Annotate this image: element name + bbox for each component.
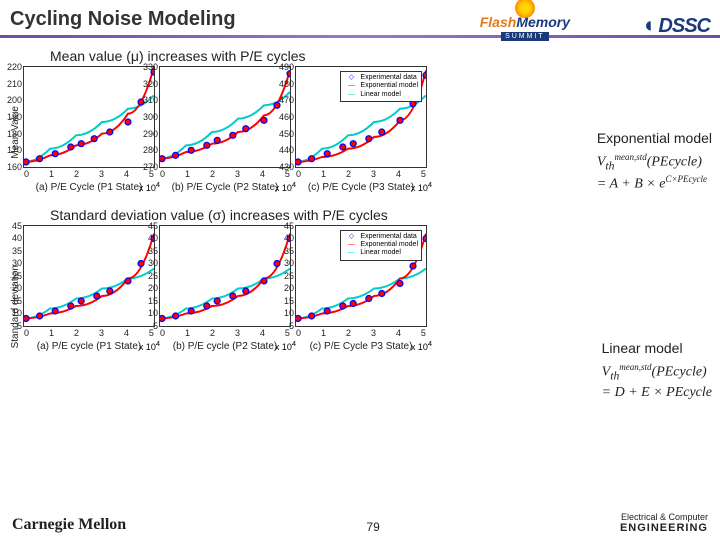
chart-xlabel: (b) P/E cycle (P2 State) (159, 341, 291, 352)
plot-area: 270280290300310320330012345x 104 (159, 66, 291, 168)
exponential-formula: Vthmean,std(PEcycle) = A + B × eC×PEcycl… (597, 152, 712, 193)
charts-container-1: 160170180190200210220012345x 104 (a) P/E … (21, 66, 429, 193)
flash-memory-summit-logo: FlashMemory SUMMIT (480, 2, 570, 41)
chart-legend: ◇Experimental data—Exponential model—Lin… (340, 230, 422, 261)
plot-area: 51015202530354045012345x 104 (159, 225, 291, 327)
plot-area: 51015202530354045012345x 104◇Experimenta… (295, 225, 427, 327)
chart-xlabel: (a) P/E Cycle (P1 State) (23, 182, 155, 193)
chart-xlabel: (a) P/E cycle (P1 State) (23, 341, 155, 352)
slide-header: Cycling Noise Modeling FlashMemory SUMMI… (0, 0, 720, 38)
plot-area: 51015202530354045012345x 104 (23, 225, 155, 327)
chart: 51015202530354045012345x 104◇Experimenta… (295, 225, 427, 352)
chart: 51015202530354045012345x 104 (b) P/E cycl… (159, 225, 291, 352)
chart-xlabel: (b) P/E Cycle (P2 State) (159, 182, 291, 193)
linear-formula: Vthmean,std(PEcycle) = D + E × PEcycle (602, 362, 712, 402)
page-number: 79 (366, 520, 379, 534)
slide-footer: Carnegie Mellon 79 Electrical & Computer… (0, 512, 720, 534)
exponential-model-box: Exponential model Vthmean,std(PEcycle) =… (597, 130, 712, 193)
chart-legend: ◇Experimental data—Exponential model—Lin… (340, 71, 422, 102)
chart-xlabel: (c) P/E Cycle (P3 State) (295, 182, 427, 193)
chart: 270280290300310320330012345x 104 (b) P/E … (159, 66, 291, 193)
linear-model-box: Linear model Vthmean,std(PEcycle) = D + … (602, 340, 712, 402)
ece-logo: Electrical & ComputerENGINEERING (620, 512, 708, 534)
carnegie-mellon-logo: Carnegie Mellon (12, 516, 126, 534)
exponential-model-label: Exponential model (597, 130, 712, 146)
slide-content: Mean value (μ) increases with P/E cycles… (0, 38, 720, 394)
chart: 430440450460470480490012345x 104◇Experim… (295, 66, 427, 193)
linear-model-label: Linear model (602, 340, 712, 356)
chart: 160170180190200210220012345x 104 (a) P/E … (23, 66, 155, 193)
charts-container-2: 51015202530354045012345x 104 (a) P/E cycl… (21, 225, 429, 352)
plot-area: 430440450460470480490012345x 104◇Experim… (295, 66, 427, 168)
slide-title: Cycling Noise Modeling (10, 8, 710, 31)
dssc-logo: DSSC (644, 12, 710, 38)
chart-xlabel: (c) P/E Cycle P3 State) (295, 341, 427, 352)
plot-area: 160170180190200210220012345x 104 (23, 66, 155, 168)
chart: 51015202530354045012345x 104 (a) P/E cycl… (23, 225, 155, 352)
